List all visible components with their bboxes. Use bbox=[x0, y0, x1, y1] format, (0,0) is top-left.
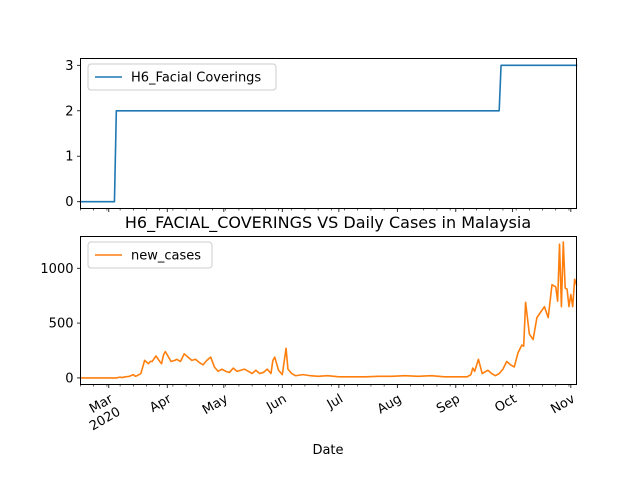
series-line-h6-facial-coverings bbox=[79, 64, 578, 203]
bottom-legend-label: new_cases bbox=[131, 249, 201, 264]
bottom-subplot-title: H6_FACIAL_COVERINGS VS Daily Cases in Ma… bbox=[125, 213, 531, 233]
top-legend: H6_Facial Coverings bbox=[87, 63, 277, 91]
x-axis-label: Date bbox=[312, 443, 343, 458]
top-subplot: 0 1 2 3 H6_Facial Coverings bbox=[65, 58, 578, 212]
bottom-subplot-lines bbox=[79, 241, 578, 379]
y-tick-label: 0 bbox=[65, 195, 73, 210]
bottom-subplot-frame bbox=[80, 236, 577, 385]
top-legend-box bbox=[87, 63, 277, 91]
y-tick-label: 1 bbox=[65, 150, 73, 165]
bottom-legend-box bbox=[87, 241, 213, 269]
x-tick-label: Jul bbox=[324, 392, 346, 413]
top-subplot-frame bbox=[80, 58, 577, 209]
top-legend-label: H6_Facial Coverings bbox=[131, 71, 261, 86]
y-tick-label: 2 bbox=[65, 104, 73, 119]
y-tick-label: 3 bbox=[65, 59, 73, 74]
y-tick-label: 500 bbox=[49, 317, 74, 332]
top-subplot-lines bbox=[79, 64, 578, 203]
y-tick-label: 0 bbox=[65, 371, 73, 386]
y-tick-label: 1000 bbox=[40, 262, 73, 277]
series-line-new-cases bbox=[79, 241, 578, 379]
bottom-legend: new_cases bbox=[87, 241, 213, 269]
